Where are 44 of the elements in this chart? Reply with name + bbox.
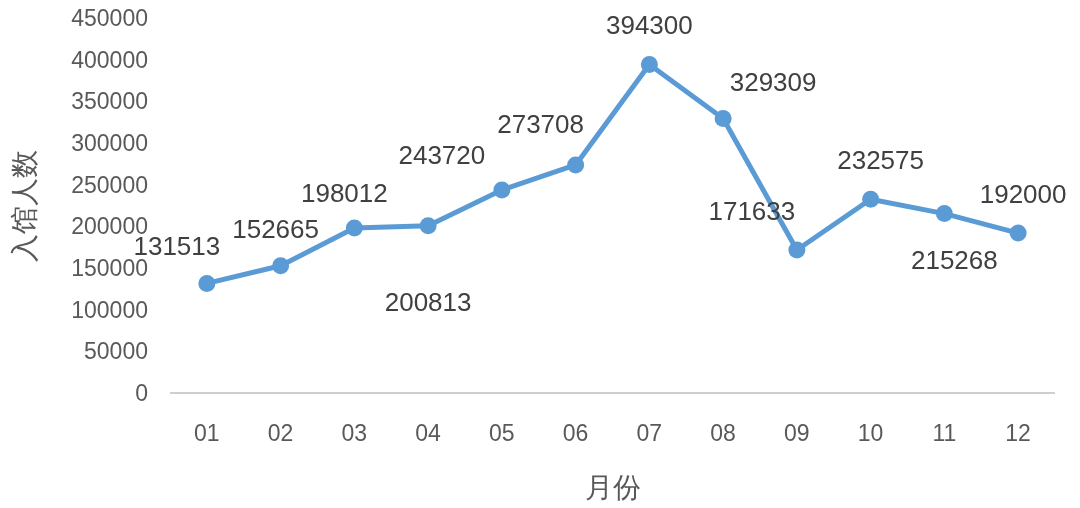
y-tick-label: 350000 <box>71 88 148 115</box>
x-tick-label: 02 <box>267 420 294 446</box>
y-axis-title: 入馆人数 <box>8 149 41 262</box>
data-label: 152665 <box>232 213 320 244</box>
x-axis-title: 月份 <box>584 471 641 504</box>
y-tick-label: 400000 <box>71 46 148 73</box>
point <box>640 55 658 73</box>
point <box>567 156 585 174</box>
y-tick-label: 300000 <box>71 130 148 156</box>
data-label: 329309 <box>729 66 817 97</box>
x-tick-label: 05 <box>489 420 515 446</box>
data-label: 200813 <box>384 286 472 317</box>
x-tick-label: 11 <box>932 420 957 446</box>
x-tick-label: 06 <box>562 420 589 446</box>
point <box>419 217 437 235</box>
data-label: 198012 <box>300 177 388 208</box>
y-tick-label: 250000 <box>71 171 148 198</box>
x-tick-label: 08 <box>710 420 736 446</box>
data-label: 232575 <box>837 145 925 176</box>
x-tick-label: 03 <box>341 420 368 446</box>
point <box>493 181 511 199</box>
y-tick-label: 50000 <box>84 338 148 365</box>
point <box>788 241 806 259</box>
x-tick-label: 07 <box>636 420 663 446</box>
y-tick-label: 0 <box>135 380 148 406</box>
y-tick-label: 450000 <box>71 5 148 31</box>
data-label: 273708 <box>497 108 585 139</box>
x-tick-label: 10 <box>857 420 884 446</box>
data-label: 394300 <box>605 10 693 41</box>
point <box>272 257 290 275</box>
point <box>345 219 363 237</box>
y-tick-label: 100000 <box>71 296 148 323</box>
point <box>935 205 953 223</box>
x-tick-label: 09 <box>784 420 810 446</box>
data-label: 192000 <box>979 179 1067 209</box>
data-label: 215268 <box>910 244 998 275</box>
x-tick-label: 04 <box>415 420 442 446</box>
x-tick-label: 01 <box>194 420 220 446</box>
data-label: 243720 <box>398 139 486 170</box>
point <box>862 190 880 208</box>
point <box>1009 224 1027 242</box>
x-tick-label: 12 <box>1005 420 1031 446</box>
point <box>714 110 732 128</box>
point <box>198 274 216 292</box>
